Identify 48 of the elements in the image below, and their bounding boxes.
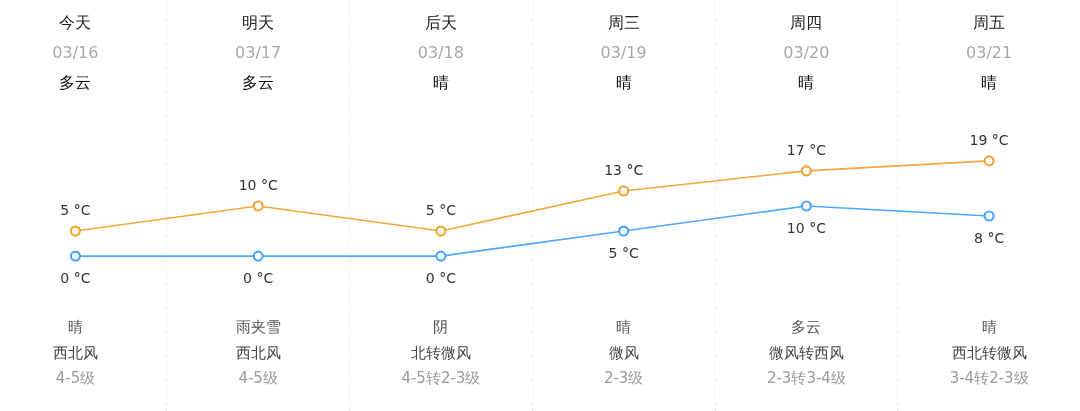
data-label: 0 °C xyxy=(243,270,274,287)
annotation: 晴 xyxy=(67,317,83,336)
annotation: 4-5级 xyxy=(55,368,96,387)
point xyxy=(618,185,630,197)
category-label: 周四 03/20 晴 xyxy=(783,13,830,92)
annotation: 4-5转2-3级 xyxy=(401,368,481,387)
point xyxy=(69,250,82,262)
point xyxy=(800,200,812,212)
annotation: 北转微风 xyxy=(410,343,471,362)
annotation: 晴 xyxy=(616,317,632,336)
category-label: 周三 03/19 晴 xyxy=(600,13,647,92)
point xyxy=(618,225,630,237)
annotation: 微风转西风 xyxy=(768,343,844,362)
category-label: 明天 03/17 多云 xyxy=(235,13,282,92)
point xyxy=(800,165,812,177)
point xyxy=(252,200,264,212)
category-label: 周五 03/21 晴 xyxy=(966,13,1013,92)
data-label: 5 °C xyxy=(608,245,639,262)
annotation: 西北转微风 xyxy=(951,343,1027,362)
category-label: 今天 03/16 多云 xyxy=(52,13,99,92)
point xyxy=(983,155,995,167)
data-label: 17 °C xyxy=(786,141,827,158)
annotation: 雨夹雪 xyxy=(235,317,281,336)
data-label: 5 °C xyxy=(425,202,457,219)
annotation: 阴 xyxy=(433,317,449,336)
annotation: 2-3级 xyxy=(603,368,644,387)
point xyxy=(435,225,447,237)
annotation: 微风 xyxy=(608,343,639,362)
point xyxy=(69,225,82,237)
category-label: 后天 03/18 晴 xyxy=(417,13,464,92)
annotation: 2-3转3-4级 xyxy=(766,368,846,387)
annotation: 多云 xyxy=(791,317,822,336)
data-label: 10 °C xyxy=(786,220,827,236)
annotation: 晴 xyxy=(981,317,997,336)
point xyxy=(435,250,447,262)
annotation: 3-4转2-3级 xyxy=(949,368,1029,387)
data-label: 19 °C xyxy=(969,131,1009,148)
data-label: 13 °C xyxy=(604,161,644,178)
data-label: 5 °C xyxy=(60,202,91,219)
annotation: 西北风 xyxy=(52,343,98,362)
data-label: 10 °C xyxy=(238,177,278,193)
annotation: 4-5级 xyxy=(238,368,278,387)
point xyxy=(252,250,264,262)
point xyxy=(983,210,995,222)
data-label: 0 °C xyxy=(425,270,457,287)
data-label: 8 °C xyxy=(974,230,1005,247)
annotation: 西北风 xyxy=(235,343,281,362)
data-label: 0 °C xyxy=(60,270,91,287)
